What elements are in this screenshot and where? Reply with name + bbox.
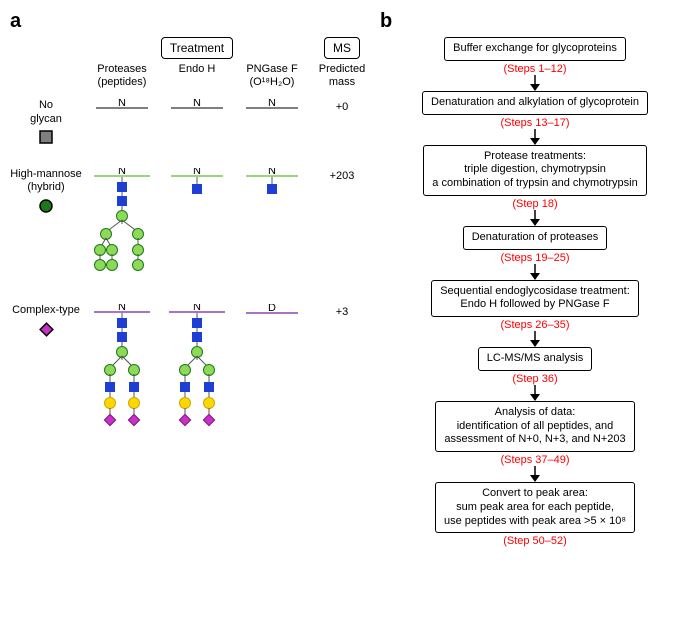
glycan-highmannose-endoh: N <box>167 168 227 198</box>
flow-arrow-6 <box>528 466 542 482</box>
col-pngasef: PNGase F(O¹⁸H₂O) <box>232 63 312 89</box>
svg-text:D: D <box>268 304 276 314</box>
treatment-header: Treatment <box>161 37 233 59</box>
panel-a-label: a <box>10 10 380 33</box>
flow-box-0: Buffer exchange for glycoproteins <box>444 37 626 61</box>
sub-headers: Proteases(peptides) Endo H PNGase F(O¹⁸H… <box>82 63 380 89</box>
glycan-none-1: N <box>92 99 152 117</box>
svg-text:N: N <box>193 99 201 109</box>
svg-text:N: N <box>193 304 201 313</box>
glycan-complex-2: N <box>165 304 229 434</box>
glycan-complex-3: D <box>242 304 302 322</box>
flow-step-note-2: (Step 18) <box>512 198 557 210</box>
glycan-none-3: N <box>242 99 302 117</box>
flow-box-1: Denaturation and alkylation of glycoprot… <box>422 91 648 115</box>
row-high-mannose: High-mannose(hybrid) N <box>10 168 380 278</box>
column-headers: Treatment MS <box>82 37 380 59</box>
flow-step-note-5: (Step 36) <box>512 373 557 385</box>
flow-box-4: Sequential endoglycosidase treatment:End… <box>431 280 639 318</box>
flow-step-note-4: (Steps 26–35) <box>500 319 569 331</box>
mass-no-glycan: +0 <box>312 99 372 113</box>
flow-box-3: Denaturation of proteases <box>463 226 608 250</box>
col-proteases: Proteases(peptides) <box>82 63 162 89</box>
legend-square-icon <box>39 130 53 144</box>
col-endoh: Endo H <box>162 63 232 89</box>
panel-b-label: b <box>380 10 690 33</box>
flow-arrow-0 <box>528 75 542 91</box>
glycan-highmannose-pngase: N <box>242 168 302 198</box>
svg-text:N: N <box>118 304 126 313</box>
col-predicted: Predictedmass <box>312 63 372 89</box>
label-high-mannose: High-mannose(hybrid) <box>10 168 82 193</box>
legend-circle-icon <box>38 198 54 214</box>
label-no-glycan: Noglycan <box>30 99 62 124</box>
flow-box-2: Protease treatments:triple digestion, ch… <box>423 145 646 196</box>
flow-box-7: Convert to peak area:sum peak area for e… <box>435 482 635 533</box>
svg-text:N: N <box>118 168 126 177</box>
flow-arrow-5 <box>528 385 542 401</box>
label-complex: Complex-type <box>12 304 80 316</box>
flow-arrow-2 <box>528 210 542 226</box>
svg-text:N: N <box>268 168 276 177</box>
flow-step-note-3: (Steps 19–25) <box>500 252 569 264</box>
ms-header: MS <box>324 37 360 59</box>
flow-box-5: LC-MS/MS analysis <box>478 347 593 371</box>
panel-b: b Buffer exchange for glycoproteins (Step… <box>380 10 690 547</box>
svg-text:N: N <box>268 99 276 109</box>
legend-diamond-icon <box>38 321 54 337</box>
mass-high-mannose: +203 <box>312 168 372 182</box>
flow-step-note-0: (Steps 1–12) <box>504 63 567 75</box>
row-complex: Complex-type N <box>10 304 380 434</box>
flow-arrow-4 <box>528 331 542 347</box>
mass-complex: +3 <box>312 304 372 318</box>
flow-step-note-6: (Steps 37–49) <box>500 454 569 466</box>
flow-box-6: Analysis of data:identification of all p… <box>435 401 634 452</box>
svg-text:N: N <box>118 99 126 109</box>
row-no-glycan: Noglycan N N N +0 <box>10 99 380 143</box>
svg-text:N: N <box>193 168 201 177</box>
flowchart: Buffer exchange for glycoproteins (Steps … <box>380 37 690 547</box>
flow-arrow-3 <box>528 264 542 280</box>
glycan-complex-1: N <box>90 304 154 434</box>
flow-arrow-1 <box>528 129 542 145</box>
glycan-highmannose-full: N <box>90 168 154 278</box>
flow-step-note-7: (Step 50–52) <box>503 535 567 547</box>
flow-step-note-1: (Steps 13–17) <box>500 117 569 129</box>
panel-a: a Treatment MS Proteases(peptides) Endo … <box>10 10 380 547</box>
glycan-none-2: N <box>167 99 227 117</box>
